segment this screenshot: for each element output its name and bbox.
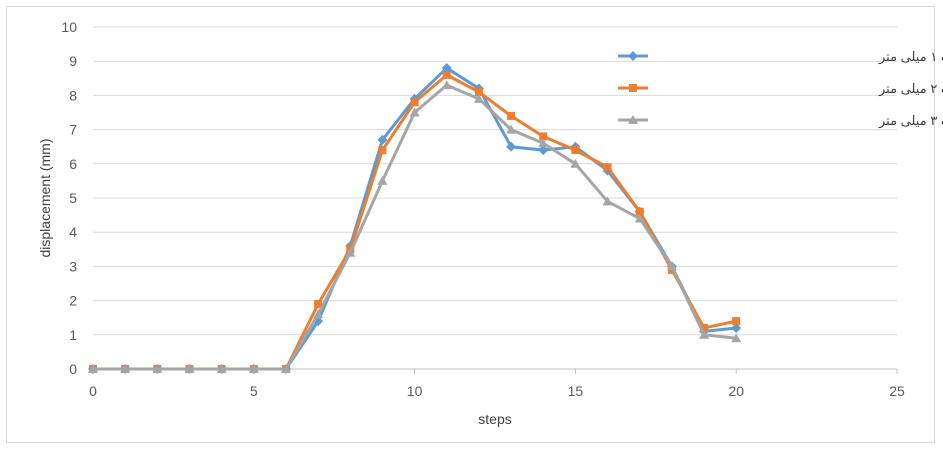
series-3-point bbox=[216, 364, 227, 373]
y-tick-label: 0 bbox=[69, 361, 77, 377]
x-tick-label: 20 bbox=[728, 383, 744, 399]
x-tick-label: 10 bbox=[407, 383, 423, 399]
series-2-point bbox=[732, 317, 741, 326]
series-3-point bbox=[377, 175, 388, 185]
legend-item-1: الیاف شیشه ای با ضخامت ۱ میلی متر bbox=[618, 49, 943, 65]
series-3-point bbox=[88, 364, 98, 373]
series-2-point bbox=[571, 146, 580, 155]
series-3-point bbox=[538, 138, 549, 148]
series-2-point bbox=[700, 323, 709, 332]
series-group bbox=[88, 63, 742, 374]
y-axis-title: displacement (mm) bbox=[37, 138, 53, 257]
y-tick-label: 5 bbox=[69, 190, 77, 206]
series-3-point bbox=[152, 364, 163, 373]
series-2-point bbox=[314, 300, 323, 309]
series-3-point bbox=[731, 333, 742, 343]
x-tick-label: 0 bbox=[89, 383, 97, 399]
series-1-point bbox=[377, 134, 388, 145]
series-1-point bbox=[731, 322, 742, 333]
x-tick-labels: 0 5 10 15 20 25 bbox=[89, 383, 905, 399]
series-1-point bbox=[506, 141, 517, 152]
series-2-point bbox=[474, 87, 483, 96]
series-2-point bbox=[603, 163, 612, 172]
y-tick-label: 3 bbox=[69, 258, 77, 274]
x-axis-title: steps bbox=[478, 411, 511, 427]
series-2-point bbox=[507, 111, 516, 120]
series-2-point bbox=[410, 98, 419, 107]
series-1-point bbox=[538, 145, 549, 156]
y-tick-label: 7 bbox=[69, 122, 77, 138]
series-2-point bbox=[442, 70, 451, 79]
legend-label: الیاف شیشه ای با ضخامت ۲ میلی متر bbox=[878, 81, 943, 97]
series-3-point bbox=[634, 213, 645, 223]
series-3-point bbox=[280, 364, 291, 373]
series-3-point bbox=[506, 124, 517, 134]
y-tick-label: 9 bbox=[69, 53, 77, 69]
series-3-point bbox=[313, 309, 324, 319]
series-3-point bbox=[409, 107, 420, 117]
y-tick-label: 1 bbox=[69, 327, 77, 343]
y-tick-labels: 0 1 2 3 4 5 6 7 8 9 10 bbox=[61, 19, 77, 377]
legend-label: الیاف شیشه ای با ضخامت ۳ میلی متر bbox=[878, 113, 943, 129]
x-tick-label: 25 bbox=[889, 383, 905, 399]
series-3-point bbox=[699, 329, 710, 339]
gridlines bbox=[93, 26, 897, 336]
series-3-line bbox=[93, 83, 737, 371]
y-tick-label: 6 bbox=[69, 156, 77, 172]
series-1-point bbox=[441, 63, 452, 74]
legend-swatch-marker bbox=[628, 51, 638, 61]
series-3-point bbox=[473, 93, 484, 103]
legend: الیاف شیشه ای با ضخامت ۱ میلی متر الیاف ش… bbox=[618, 49, 943, 129]
legend-label: الیاف شیشه ای با ضخامت ۱ میلی متر bbox=[878, 49, 943, 65]
series-2-point bbox=[635, 207, 644, 216]
series-3-point bbox=[666, 261, 677, 271]
series-3-point bbox=[345, 247, 356, 257]
series-3-point bbox=[120, 364, 131, 373]
series-2-point bbox=[539, 132, 548, 141]
series-3 bbox=[88, 80, 742, 373]
y-tick-label: 2 bbox=[69, 293, 77, 309]
y-tick-label: 8 bbox=[69, 87, 77, 103]
legend-swatch-marker bbox=[629, 84, 637, 92]
series-2-point bbox=[378, 146, 387, 155]
x-tick-label: 15 bbox=[568, 383, 584, 399]
y-tick-label: 10 bbox=[61, 19, 77, 35]
series-3-point bbox=[602, 196, 613, 206]
series-3-point bbox=[248, 364, 259, 373]
series-3-point bbox=[441, 80, 452, 90]
series-3-point bbox=[570, 158, 581, 168]
x-tick-label: 5 bbox=[250, 383, 258, 399]
legend-item-2: الیاف شیشه ای با ضخامت ۲ میلی متر bbox=[618, 81, 943, 97]
legend-item-3: الیاف شیشه ای با ضخامت ۳ میلی متر bbox=[618, 113, 943, 129]
legend-swatch-marker bbox=[628, 115, 638, 124]
y-tick-label: 4 bbox=[69, 224, 77, 240]
series-3-point bbox=[184, 364, 195, 373]
